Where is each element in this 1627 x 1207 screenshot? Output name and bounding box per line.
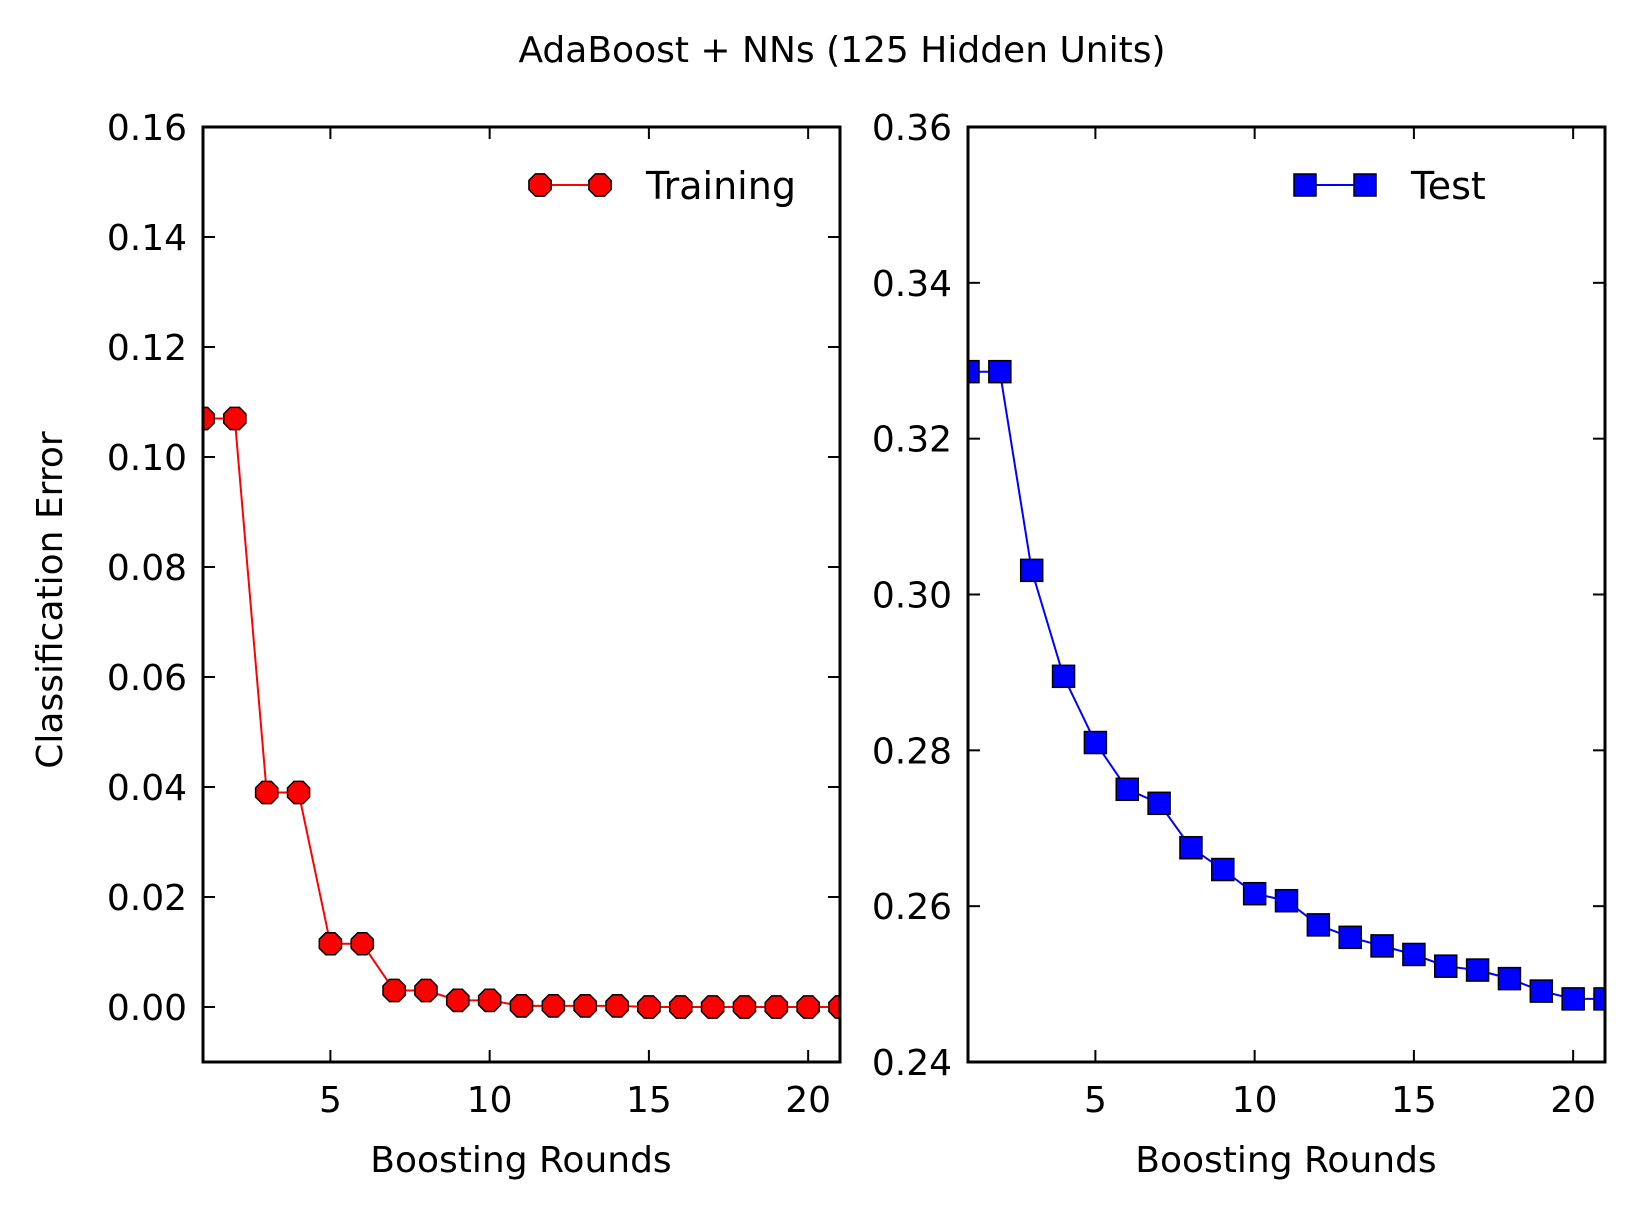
data-point [541,994,566,1018]
data-point [1179,835,1203,860]
data-point [637,995,661,1019]
data-point [1051,664,1076,689]
series-markers [203,406,840,1019]
data-point [573,994,598,1018]
data-point [1497,966,1522,991]
y-tick-label: 0.34 [872,264,952,305]
data-point [764,995,789,1019]
data-point [1083,730,1108,755]
figure-title: AdaBoost + NNs (125 Hidden Units) [518,30,1165,71]
data-point [1115,777,1139,802]
data-point [1402,942,1426,967]
test-panel: Boosting Rounds 5 10 15 20 0.24 0.26 0.28 0.30 0… [872,108,1607,1181]
data-point [1274,888,1299,913]
data-point [828,995,840,1019]
y-tick-label: 0.24 [872,1043,952,1084]
x-tick-label: 15 [1391,1080,1437,1121]
legend-marker [1293,173,1317,197]
data-point [988,359,1012,384]
data-point [382,978,406,1003]
data-point [1434,954,1458,978]
legend-label: Training [645,164,796,208]
series-training [203,406,840,1019]
series-test [968,359,1605,1011]
y-tick-label: 0.08 [107,548,187,589]
data-point [350,931,375,956]
data-point [414,978,438,1003]
data-point [1242,881,1267,906]
data-point [223,406,247,431]
data-point [1465,958,1490,982]
y-tick-label: 0.36 [872,108,952,149]
y-tick-label: 0.04 [107,768,187,809]
test-legend: Test [1293,164,1486,208]
right-plot-frame [966,125,1607,1064]
data-point [1147,791,1171,816]
data-point [1561,987,1585,1011]
x-tick-label: 10 [467,1080,513,1121]
data-point [668,995,693,1019]
left-ylabel: Classification Error [30,431,71,769]
data-point [968,359,980,384]
data-point [605,994,629,1018]
data-point [445,988,470,1013]
x-tick-label: 20 [1550,1080,1596,1121]
y-tick-label: 0.10 [107,438,187,479]
left-ticks: 5 10 15 20 0.00 0.02 0.04 0.06 0.08 0.10 0.12 0.14 0… [107,108,840,1121]
x-tick-label: 5 [1084,1080,1107,1121]
data-point [1593,987,1605,1011]
data-point [477,988,502,1013]
training-legend: Training [528,164,796,208]
legend-label: Test [1410,164,1486,208]
x-tick-label: 20 [785,1080,831,1121]
x-tick-label: 5 [319,1080,342,1121]
data-point [318,931,343,956]
data-point [1338,925,1362,950]
y-tick-label: 0.00 [107,988,187,1029]
data-point [1529,979,1554,1003]
legend-marker [588,173,612,197]
legend-marker [528,173,552,197]
right-ticks: 5 10 15 20 0.24 0.26 0.28 0.30 0.32 0.34 0.36 [872,108,1605,1121]
data-point [1306,913,1331,937]
y-tick-label: 0.28 [872,731,952,772]
x-tick-label: 10 [1232,1080,1278,1121]
data-point [203,406,215,431]
y-tick-label: 0.30 [872,576,952,617]
left-xlabel: Boosting Rounds [370,1140,671,1181]
series-markers [968,359,1605,1011]
y-tick-label: 0.26 [872,887,952,928]
data-point [509,994,534,1018]
y-tick-label: 0.16 [107,108,187,149]
legend-marker [1353,173,1377,197]
training-panel: Classification Error Boosting Rounds 5 10… [30,108,842,1181]
x-tick-label: 15 [626,1080,672,1121]
right-xlabel: Boosting Rounds [1135,1140,1436,1181]
data-point [732,995,757,1019]
y-tick-label: 0.02 [107,878,187,919]
data-point [1019,558,1044,583]
data-point [286,780,311,805]
y-tick-label: 0.14 [107,218,187,259]
training-series [203,406,840,1019]
series-line [203,417,840,1008]
data-point [1211,857,1235,882]
y-tick-label: 0.12 [107,328,187,369]
left-plot-frame [201,125,842,1064]
test-series [968,359,1605,1011]
data-point [1370,934,1394,958]
data-point [700,995,725,1019]
data-point [796,995,820,1019]
y-tick-label: 0.32 [872,420,952,461]
y-tick-label: 0.06 [107,658,187,699]
data-point [254,780,279,805]
